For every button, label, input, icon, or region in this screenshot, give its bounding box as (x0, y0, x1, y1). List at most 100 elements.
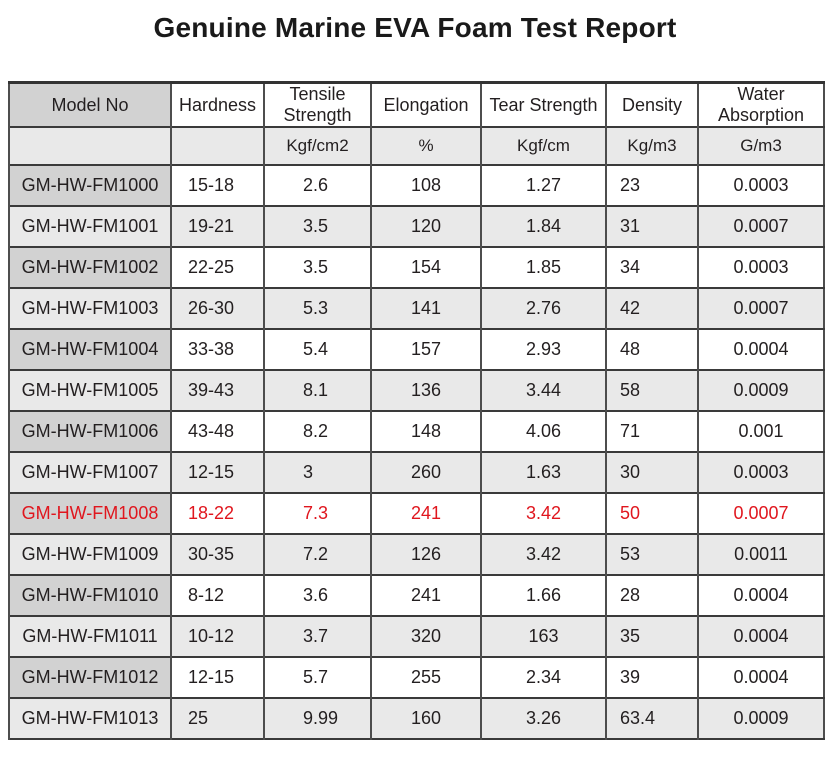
unit-cell-density: Kg/m3 (605, 126, 698, 165)
model-cell: GM-HW-FM1000 (8, 164, 171, 206)
table-row: GM-HW-FM1010 8-12 3.6 241 1.66 28 0.0004 (8, 574, 824, 616)
value-cell: 3.5 (263, 205, 371, 247)
table-row: GM-HW-FM1008 18-22 7.3 241 3.42 50 0.0007 (8, 492, 824, 534)
table-row: GM-HW-FM1002 22-25 3.5 154 1.85 34 0.0003 (8, 246, 824, 288)
value-cell: 1.27 (480, 164, 606, 206)
value-cell: 30-35 (170, 533, 264, 575)
value-cell: 35 (605, 615, 698, 657)
table-row: GM-HW-FM1001 19-21 3.5 120 1.84 31 0.0007 (8, 205, 824, 247)
model-cell: GM-HW-FM1007 (8, 451, 171, 493)
value-cell: 63.4 (605, 697, 698, 739)
unit-cell-model-no (8, 126, 171, 165)
column-header-elongation: Elongation (370, 81, 481, 127)
table-row: GM-HW-FM1000 15-18 2.6 108 1.27 23 0.0003 (8, 164, 824, 206)
value-cell: 0.0003 (697, 246, 824, 288)
table-row: GM-HW-FM1009 30-35 7.2 126 3.42 53 0.0011 (8, 533, 824, 575)
value-cell: 43-48 (170, 410, 264, 452)
value-cell: 7.3 (263, 492, 371, 534)
value-cell: 3.5 (263, 246, 371, 288)
value-cell: 7.2 (263, 533, 371, 575)
value-cell: 30 (605, 451, 698, 493)
value-cell: 160 (370, 697, 481, 739)
value-cell: 2.6 (263, 164, 371, 206)
value-cell: 8-12 (170, 574, 264, 616)
report-page: Genuine Marine EVA Foam Test Report Mode… (0, 12, 830, 740)
value-cell: 0.0009 (697, 369, 824, 411)
value-cell: 48 (605, 328, 698, 370)
value-cell: 136 (370, 369, 481, 411)
value-cell: 8.2 (263, 410, 371, 452)
value-cell: 4.06 (480, 410, 606, 452)
value-cell: 3.42 (480, 533, 606, 575)
table-row: GM-HW-FM1012 12-15 5.7 255 2.34 39 0.0004 (8, 656, 824, 698)
value-cell: 50 (605, 492, 698, 534)
value-cell: 0.0011 (697, 533, 824, 575)
value-cell: 5.3 (263, 287, 371, 329)
value-cell: 3.6 (263, 574, 371, 616)
value-cell: 39 (605, 656, 698, 698)
model-cell: GM-HW-FM1011 (8, 615, 171, 657)
table-row: GM-HW-FM1003 26-30 5.3 141 2.76 42 0.0007 (8, 287, 824, 329)
value-cell: 0.0007 (697, 492, 824, 534)
table-row: GM-HW-FM1004 33-38 5.4 157 2.93 48 0.0004 (8, 328, 824, 370)
value-cell: 12-15 (170, 451, 264, 493)
column-header-density: Density (605, 81, 698, 127)
value-cell: 3.42 (480, 492, 606, 534)
value-cell: 108 (370, 164, 481, 206)
value-cell: 0.0007 (697, 287, 824, 329)
value-cell: 31 (605, 205, 698, 247)
column-header-model-no: Model No (8, 81, 171, 127)
value-cell: 3.26 (480, 697, 606, 739)
value-cell: 0.0007 (697, 205, 824, 247)
value-cell: 9.99 (263, 697, 371, 739)
table-header: Model No Hardness Tensile Strength Elongati… (8, 81, 824, 165)
model-cell: GM-HW-FM1008 (8, 492, 171, 534)
value-cell: 8.1 (263, 369, 371, 411)
value-cell: 26-30 (170, 287, 264, 329)
value-cell: 34 (605, 246, 698, 288)
value-cell: 58 (605, 369, 698, 411)
value-cell: 0.0004 (697, 328, 824, 370)
value-cell: 1.84 (480, 205, 606, 247)
value-cell: 1.85 (480, 246, 606, 288)
table-row: GM-HW-FM1011 10-12 3.7 320 163 35 0.0004 (8, 615, 824, 657)
value-cell: 15-18 (170, 164, 264, 206)
column-header-tensile-strength: Tensile Strength (263, 81, 371, 127)
value-cell: 0.0004 (697, 615, 824, 657)
value-cell: 255 (370, 656, 481, 698)
unit-cell-water-absorption: G/m3 (697, 126, 824, 165)
value-cell: 2.93 (480, 328, 606, 370)
table-row: GM-HW-FM1006 43-48 8.2 148 4.06 71 0.001 (8, 410, 824, 452)
units-row: Kgf/cm2% Kgf/cm Kg/m3 G/m3 (8, 126, 824, 165)
model-cell: GM-HW-FM1003 (8, 287, 171, 329)
value-cell: 2.34 (480, 656, 606, 698)
table-row: GM-HW-FM1013 25 9.99 160 3.26 63.4 0.0009 (8, 697, 824, 739)
value-cell: 0.0003 (697, 451, 824, 493)
value-cell: 154 (370, 246, 481, 288)
table-row: GM-HW-FM1007 12-15 3 260 1.63 30 0.0003 (8, 451, 824, 493)
value-cell: 1.66 (480, 574, 606, 616)
value-cell: 53 (605, 533, 698, 575)
value-cell: 18-22 (170, 492, 264, 534)
value-cell: 3.44 (480, 369, 606, 411)
model-cell: GM-HW-FM1002 (8, 246, 171, 288)
value-cell: 0.0003 (697, 164, 824, 206)
model-cell: GM-HW-FM1001 (8, 205, 171, 247)
value-cell: 120 (370, 205, 481, 247)
value-cell: 2.76 (480, 287, 606, 329)
value-cell: 3.7 (263, 615, 371, 657)
model-cell: GM-HW-FM1009 (8, 533, 171, 575)
table-row: GM-HW-FM1005 39-43 8.1 136 3.44 58 0.0009 (8, 369, 824, 411)
value-cell: 148 (370, 410, 481, 452)
value-cell: 33-38 (170, 328, 264, 370)
unit-cell-hardness (170, 126, 264, 165)
page-title: Genuine Marine EVA Foam Test Report (153, 12, 677, 43)
model-cell: GM-HW-FM1004 (8, 328, 171, 370)
column-header-water-absorption: Water Absorption (697, 81, 824, 127)
header-row: Model No Hardness Tensile Strength Elongati… (8, 81, 824, 127)
value-cell: 0.0004 (697, 574, 824, 616)
column-header-hardness: Hardness (170, 81, 264, 127)
value-cell: 163 (480, 615, 606, 657)
model-cell: GM-HW-FM1010 (8, 574, 171, 616)
unit-cell-tensile-strength: Kgf/cm2 (263, 126, 371, 165)
